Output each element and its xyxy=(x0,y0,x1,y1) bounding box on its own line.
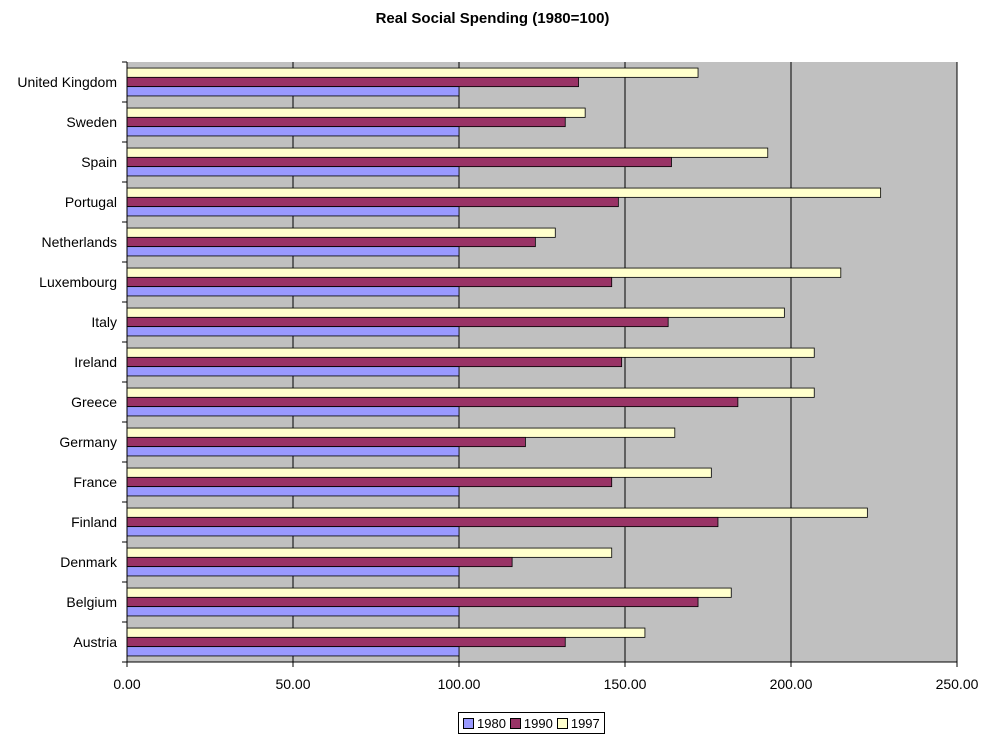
x-tick-label: 200.00 xyxy=(770,676,813,692)
bar-1990 xyxy=(126,156,672,168)
bar-1980 xyxy=(126,246,460,257)
bar-1990 xyxy=(126,236,536,248)
x-axis-ticks: 0.00 50.00 100.00 150.00 200.00 250.00 xyxy=(113,662,979,692)
x-tick-label: 250.00 xyxy=(936,676,979,692)
bar-1990 xyxy=(126,476,613,488)
bar-1990 xyxy=(126,116,566,128)
bar-1990 xyxy=(126,436,526,448)
y-category-label: Germany xyxy=(59,434,117,450)
bar-1997 xyxy=(126,187,882,198)
x-tick-label: 150.00 xyxy=(604,676,647,692)
y-axis-categories: Austria Belgium Denmark Finland France German… xyxy=(17,61,127,663)
y-category-label: Finland xyxy=(71,514,117,530)
bar-1997 xyxy=(126,67,699,78)
bar-1990 xyxy=(126,276,613,288)
legend-item: 1997 xyxy=(556,715,600,731)
bar-1980 xyxy=(126,86,460,97)
y-category-label: Greece xyxy=(71,394,117,410)
y-category-label: Belgium xyxy=(66,594,117,610)
legend: 1980 1990 1997 xyxy=(458,712,605,734)
bar-1997 xyxy=(126,267,842,278)
chart-title: Real Social Spending (1980=100) xyxy=(375,10,610,27)
y-category-label: Ireland xyxy=(74,354,117,370)
legend-swatch xyxy=(556,717,568,729)
legend-swatch xyxy=(463,717,474,729)
bar-1980 xyxy=(126,606,460,617)
x-tick-label: 0.00 xyxy=(113,676,140,692)
bar-1997 xyxy=(126,307,785,318)
bar-1990 xyxy=(126,636,566,648)
bar-1997 xyxy=(126,627,646,638)
bar-1990 xyxy=(126,356,623,368)
y-category-label: Denmark xyxy=(60,554,118,570)
legend-item: 1980 xyxy=(463,716,506,731)
bar-1980 xyxy=(126,566,460,577)
y-category-label: Italy xyxy=(91,314,117,330)
y-category-label: Luxembourg xyxy=(39,274,117,290)
bar-1997 xyxy=(126,147,769,158)
y-category-label: Portugal xyxy=(65,194,117,210)
bar-1990 xyxy=(126,596,699,608)
bar-1980 xyxy=(126,206,460,217)
bar-1980 xyxy=(126,126,460,137)
bar-1997 xyxy=(126,467,712,478)
bar-1990 xyxy=(126,516,719,528)
bar-1980 xyxy=(126,326,460,337)
legend-item: 1990 xyxy=(509,715,553,731)
y-category-label: Austria xyxy=(73,634,117,650)
bar-1980 xyxy=(126,366,460,377)
bar-1980 xyxy=(126,286,460,297)
legend-label: 1980 xyxy=(477,715,506,731)
legend-label: 1997 xyxy=(570,715,600,731)
bar-1980 xyxy=(126,646,460,657)
legend-label: 1990 xyxy=(523,715,553,731)
y-category-label: Spain xyxy=(81,154,117,170)
bar-1990 xyxy=(126,316,669,328)
bar-1990 xyxy=(126,196,619,208)
bar-1997 xyxy=(126,427,676,438)
y-category-label: France xyxy=(73,474,117,490)
bar-1997 xyxy=(126,347,815,358)
y-category-label: United Kingdom xyxy=(17,74,117,90)
axes xyxy=(126,62,957,663)
bars xyxy=(126,67,882,657)
bar-1997 xyxy=(126,387,815,398)
bar-1997 xyxy=(126,107,586,118)
bar-1990 xyxy=(126,396,739,408)
x-tick-label: 100.00 xyxy=(438,676,481,692)
bar-1980 xyxy=(126,406,460,417)
bar-1997 xyxy=(126,227,556,238)
bar-1980 xyxy=(126,446,460,457)
bar-1997 xyxy=(126,587,732,598)
bar-1980 xyxy=(126,166,460,177)
bar-1990 xyxy=(126,76,579,88)
y-category-label: Netherlands xyxy=(42,234,118,250)
bar-1997 xyxy=(126,507,868,518)
y-category-label: Sweden xyxy=(66,114,117,130)
bar-1990 xyxy=(126,556,513,568)
bar-1980 xyxy=(126,526,460,537)
x-tick-label: 50.00 xyxy=(275,676,310,692)
legend-swatch xyxy=(509,717,521,729)
bar-1980 xyxy=(126,486,460,497)
bar-1997 xyxy=(126,547,613,558)
